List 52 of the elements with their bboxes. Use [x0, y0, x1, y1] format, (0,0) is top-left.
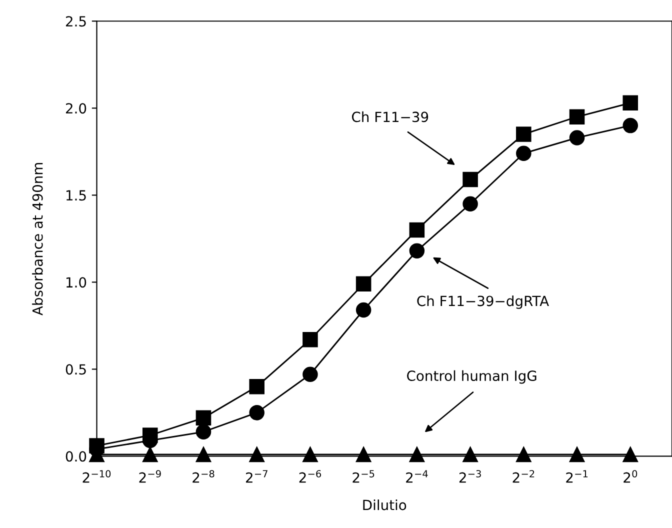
annotation: Ch F11−39 — [352, 111, 428, 122]
point — [249, 446, 264, 462]
x-tick-label: 2$^{−2}$ — [512, 470, 534, 483]
point — [462, 172, 478, 188]
x-tick-label: 2$^{−7}$ — [246, 470, 268, 483]
point — [622, 95, 638, 111]
point — [142, 428, 158, 443]
point — [409, 446, 425, 462]
point — [516, 146, 532, 162]
point — [356, 302, 372, 318]
point — [569, 130, 585, 146]
x-tick-label: 2$^{−8}$ — [192, 470, 214, 483]
y-tick-label: 0.5 — [66, 364, 86, 375]
point — [622, 118, 638, 134]
point — [196, 424, 212, 440]
point — [356, 276, 372, 292]
point — [196, 446, 212, 462]
x-tick-label: 2$^{−5}$ — [352, 470, 374, 483]
x-axis-title: Dilutio — [363, 499, 406, 510]
x-tick-label: 2$^{−9}$ — [139, 470, 161, 483]
y-tick-label: 2.0 — [66, 103, 86, 114]
point — [302, 332, 318, 348]
point — [569, 446, 585, 462]
annotation: Control human IgG — [407, 370, 536, 384]
y-tick-label: 1.5 — [66, 190, 86, 201]
point — [89, 438, 104, 454]
point — [249, 378, 264, 394]
annotation: Ch F11−39−dgRTA — [417, 295, 549, 309]
x-tick-label: 2$^{−10}$ — [82, 470, 111, 483]
point — [462, 196, 478, 212]
y-tick-label: 2.5 — [66, 16, 86, 27]
point — [569, 109, 585, 124]
point — [249, 405, 264, 420]
x-tick-label: 2$^{−1}$ — [566, 470, 588, 483]
point — [516, 446, 532, 462]
x-tick-label: 2$^{−6}$ — [299, 470, 322, 483]
y-tick-label: 1.0 — [66, 277, 86, 288]
point — [356, 446, 372, 462]
point — [196, 410, 212, 426]
x-tick-label: 2$^{−3}$ — [459, 470, 481, 483]
y-tick-label: 0.0 — [66, 451, 86, 462]
point — [409, 243, 425, 258]
x-tick-label: 2$^{0}$ — [624, 470, 638, 483]
point — [622, 446, 638, 462]
x-tick-label: 2$^{−4}$ — [406, 470, 428, 483]
point — [462, 446, 478, 462]
point — [302, 366, 318, 382]
point — [302, 446, 318, 462]
point — [516, 126, 532, 142]
y-axis-title: Absorbance at 490nm — [32, 162, 43, 316]
point — [409, 222, 425, 238]
point — [142, 446, 158, 462]
